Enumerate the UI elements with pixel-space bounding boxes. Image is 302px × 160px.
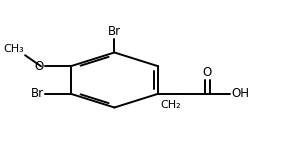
Text: CH₂: CH₂ [160,100,181,110]
Text: CH₃: CH₃ [4,44,24,54]
Text: O: O [34,60,43,73]
Text: OH: OH [231,87,249,100]
Text: O: O [203,66,212,79]
Text: Br: Br [31,87,43,100]
Text: Br: Br [108,25,121,38]
